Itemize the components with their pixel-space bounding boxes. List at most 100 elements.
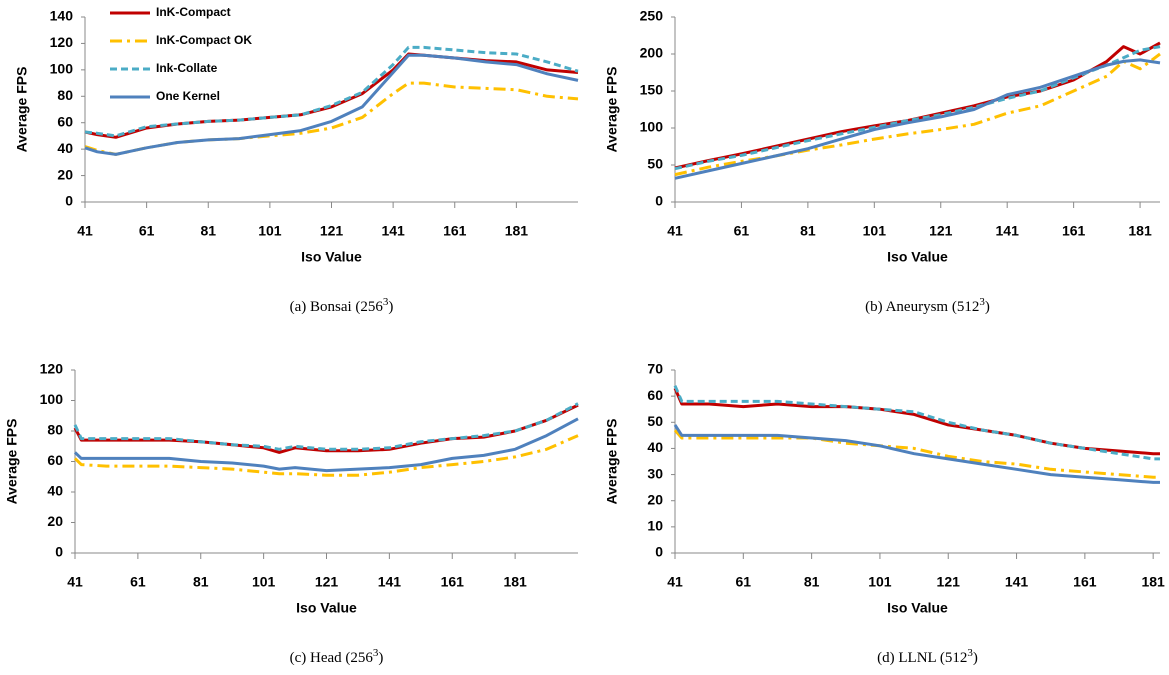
x-tick-label: 141 <box>1005 574 1029 590</box>
legend-box <box>104 1 284 113</box>
series-line <box>674 52 1161 177</box>
x-tick-label: 61 <box>736 574 752 590</box>
x-tick-label: 121 <box>937 574 961 590</box>
y-tick-label: 200 <box>640 45 664 61</box>
x-tick-label: 161 <box>1073 574 1097 590</box>
y-tick-label: 50 <box>647 413 663 429</box>
caption-part: ) <box>388 299 393 315</box>
caption-part: ) <box>378 650 383 666</box>
x-tick-label: 81 <box>800 223 816 239</box>
y-tick-label: 20 <box>647 491 663 507</box>
caption-part: 3 <box>373 647 379 659</box>
x-tick-label: 161 <box>443 223 467 239</box>
caption: (d) LLNL (5123) <box>877 647 978 667</box>
x-tick-label: 181 <box>505 223 529 239</box>
y-tick-label: 20 <box>57 166 73 182</box>
x-tick-label: 181 <box>503 574 527 590</box>
x-tick-label: 41 <box>667 574 683 590</box>
caption: (b) Aneurysm (5123) <box>865 296 990 316</box>
caption: (a) Bonsai (2563) <box>290 296 394 316</box>
y-tick-label: 20 <box>47 513 63 529</box>
caption-part: 3 <box>383 296 389 308</box>
y-tick-label: 60 <box>647 387 663 403</box>
x-tick-label: 41 <box>667 223 683 239</box>
legend-text: Ink-Collate <box>156 61 218 75</box>
x-tick-label: 81 <box>193 574 209 590</box>
y-tick-label: 80 <box>57 87 73 103</box>
y-tick-label: 80 <box>47 422 63 438</box>
x-tick-label: 181 <box>1128 223 1152 239</box>
caption-part: (c) Head (256 <box>290 650 374 666</box>
series-line <box>73 403 579 454</box>
legend-text: InK-Compact OK <box>156 33 252 47</box>
legend-text: InK-Compact <box>156 5 231 19</box>
y-tick-label: 40 <box>47 483 63 499</box>
y-tick-label: 250 <box>640 8 664 24</box>
x-tick-label: 121 <box>320 223 344 239</box>
series-line <box>84 53 579 156</box>
y-tick-label: 10 <box>647 518 663 534</box>
y-tick-label: 0 <box>65 193 73 209</box>
caption-part: 3 <box>979 296 985 308</box>
x-tick-label: 41 <box>67 574 83 590</box>
x-tick-label: 121 <box>315 574 339 590</box>
series-line <box>673 429 1160 479</box>
x-tick-label: 141 <box>378 574 402 590</box>
y-tick-label: 60 <box>47 452 63 468</box>
x-tick-label: 181 <box>1141 574 1165 590</box>
x-axis-label: Iso Value <box>887 249 948 265</box>
y-tick-label: 100 <box>40 391 64 407</box>
x-tick-label: 141 <box>381 223 405 239</box>
caption-part: (d) LLNL (512 <box>877 650 967 666</box>
y-tick-label: 40 <box>57 140 73 156</box>
x-tick-label: 81 <box>804 574 820 590</box>
y-tick-label: 140 <box>50 8 74 24</box>
x-tick-label: 121 <box>929 223 953 239</box>
series-line <box>673 424 1160 484</box>
series-line <box>674 41 1161 170</box>
x-axis-label: Iso Value <box>296 600 357 616</box>
x-tick-label: 141 <box>996 223 1020 239</box>
y-tick-label: 120 <box>50 34 74 50</box>
caption-part: ) <box>973 650 978 666</box>
y-tick-label: 0 <box>655 544 663 560</box>
caption-part: 3 <box>967 647 973 659</box>
series-line <box>674 58 1161 180</box>
x-tick-label: 61 <box>734 223 750 239</box>
series-line <box>674 45 1161 171</box>
x-axis-label: Iso Value <box>887 600 948 616</box>
x-tick-label: 41 <box>77 223 93 239</box>
y-tick-label: 50 <box>647 156 663 172</box>
x-tick-label: 81 <box>200 223 216 239</box>
x-tick-label: 61 <box>139 223 155 239</box>
series-line <box>73 417 579 473</box>
y-tick-label: 100 <box>640 119 664 135</box>
x-axis-label: Iso Value <box>301 249 362 265</box>
legend-text: One Kernel <box>156 89 220 103</box>
y-tick-label: 150 <box>640 82 664 98</box>
x-tick-label: 101 <box>863 223 887 239</box>
caption-part: (a) Bonsai (256 <box>290 299 384 315</box>
x-tick-label: 101 <box>868 574 892 590</box>
x-tick-label: 161 <box>1062 223 1086 239</box>
y-tick-label: 100 <box>50 61 74 77</box>
y-axis-label: Average FPS <box>604 419 620 505</box>
y-axis-label: Average FPS <box>4 419 20 505</box>
x-tick-label: 161 <box>441 574 465 590</box>
series-line <box>73 402 579 451</box>
x-tick-label: 101 <box>252 574 276 590</box>
x-tick-label: 61 <box>130 574 146 590</box>
series-line <box>673 385 1160 461</box>
caption-part: ) <box>985 299 990 315</box>
series-line <box>84 81 579 156</box>
y-tick-label: 0 <box>655 193 663 209</box>
y-tick-label: 40 <box>647 439 663 455</box>
y-tick-label: 60 <box>57 113 73 129</box>
y-axis-label: Average FPS <box>604 67 620 153</box>
y-axis-label: Average FPS <box>14 67 30 153</box>
y-tick-label: 0 <box>55 544 63 560</box>
caption-part: (b) Aneurysm (512 <box>865 299 979 315</box>
x-tick-label: 101 <box>258 223 282 239</box>
y-tick-label: 120 <box>40 361 64 377</box>
